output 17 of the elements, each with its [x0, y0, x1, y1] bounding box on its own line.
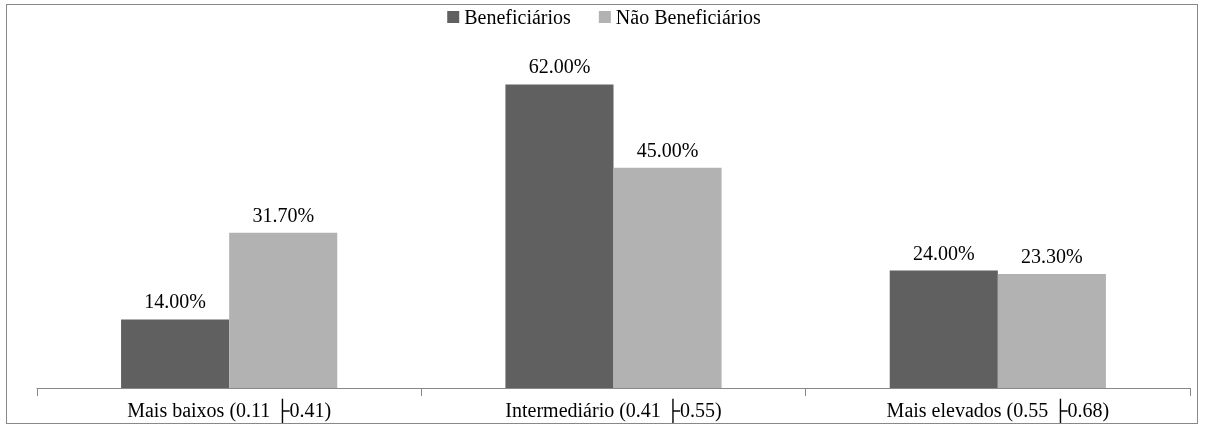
- legend-label: Não Beneficiários: [615, 6, 761, 28]
- x-tick-label: Mais baixos (0.11 ├0.41): [127, 398, 332, 424]
- bar: [613, 167, 722, 388]
- data-label: 14.00%: [144, 290, 206, 313]
- bar: [505, 84, 614, 388]
- legend-label: Beneficiários: [464, 6, 572, 28]
- bar: [889, 270, 998, 388]
- data-label: 23.30%: [1021, 244, 1083, 267]
- x-tick-label: Intermediário (0.41 ├0.55): [505, 398, 722, 424]
- data-label: 62.00%: [528, 55, 591, 78]
- data-label: 31.70%: [252, 203, 315, 226]
- bar: [997, 273, 1106, 388]
- bar: [121, 319, 230, 388]
- x-tick-label: Mais elevados (0.55 ├0.68): [886, 398, 1110, 424]
- data-label: 45.00%: [636, 138, 699, 161]
- bar: [229, 232, 338, 388]
- data-label: 24.00%: [912, 241, 975, 264]
